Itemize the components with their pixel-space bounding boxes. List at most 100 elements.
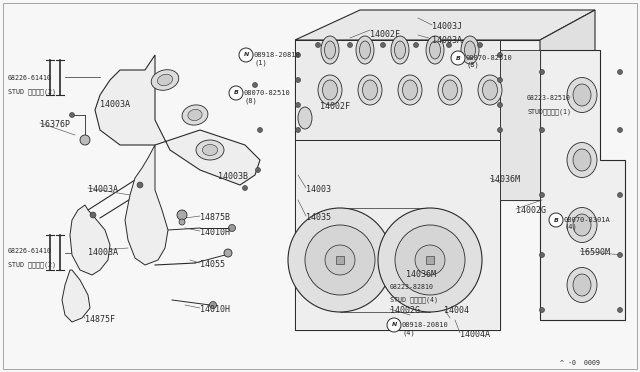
Text: 14003A: 14003A [88, 185, 118, 194]
Text: 0B070-8301A
(4): 0B070-8301A (4) [564, 217, 611, 231]
Circle shape [618, 70, 623, 74]
Text: STUD スタッド(4): STUD スタッド(4) [390, 296, 438, 302]
Text: N: N [243, 52, 248, 58]
Text: 14055: 14055 [200, 260, 225, 269]
Circle shape [413, 42, 419, 48]
Text: 08070-82510
(8): 08070-82510 (8) [244, 90, 291, 103]
Circle shape [296, 128, 301, 132]
Circle shape [90, 212, 96, 218]
Polygon shape [70, 205, 110, 275]
Text: STUD スタッド(2): STUD スタッド(2) [8, 261, 56, 267]
Circle shape [387, 318, 401, 332]
Ellipse shape [157, 74, 173, 86]
Text: 08226-61410: 08226-61410 [8, 75, 52, 81]
Circle shape [618, 128, 623, 132]
Circle shape [228, 224, 236, 231]
Circle shape [618, 192, 623, 198]
Ellipse shape [483, 80, 497, 100]
Text: 14035: 14035 [306, 213, 331, 222]
Text: 14002G: 14002G [390, 306, 420, 315]
Polygon shape [295, 10, 595, 40]
Ellipse shape [426, 36, 444, 64]
Ellipse shape [360, 41, 371, 59]
Ellipse shape [182, 105, 208, 125]
Circle shape [224, 249, 232, 257]
Ellipse shape [398, 75, 422, 105]
Circle shape [255, 167, 260, 173]
Ellipse shape [196, 140, 224, 160]
Text: B: B [456, 55, 460, 61]
Circle shape [477, 42, 483, 48]
Text: 16590M: 16590M [580, 248, 610, 257]
Polygon shape [295, 140, 500, 330]
Text: 14003B: 14003B [218, 172, 248, 181]
Text: 08918-20810
(4): 08918-20810 (4) [402, 322, 449, 336]
Bar [336, 256, 344, 264]
Ellipse shape [358, 75, 382, 105]
Circle shape [381, 42, 385, 48]
Circle shape [177, 210, 187, 220]
Circle shape [415, 245, 445, 275]
Text: 14003J: 14003J [432, 22, 462, 31]
Ellipse shape [321, 36, 339, 64]
Text: B: B [234, 90, 238, 96]
Circle shape [497, 52, 502, 58]
Circle shape [243, 186, 248, 190]
Ellipse shape [318, 75, 342, 105]
Ellipse shape [438, 75, 462, 105]
Text: 14003: 14003 [306, 185, 331, 194]
Text: 14036M: 14036M [490, 175, 520, 184]
Circle shape [209, 301, 216, 308]
Ellipse shape [324, 41, 335, 59]
Circle shape [288, 208, 392, 312]
Ellipse shape [442, 80, 458, 100]
Ellipse shape [465, 41, 476, 59]
Polygon shape [500, 50, 540, 200]
Text: 08918-20810
(1): 08918-20810 (1) [254, 52, 301, 65]
Ellipse shape [298, 107, 312, 129]
Text: ^ ·0  0009: ^ ·0 0009 [560, 360, 600, 366]
Circle shape [348, 42, 353, 48]
Ellipse shape [323, 80, 337, 100]
Ellipse shape [567, 267, 597, 302]
Ellipse shape [202, 144, 218, 155]
Text: 14010H: 14010H [200, 305, 230, 314]
Text: STUD スタッド(2): STUD スタッド(2) [8, 88, 56, 94]
Circle shape [70, 112, 74, 118]
Text: 14002F: 14002F [370, 30, 400, 39]
Polygon shape [295, 40, 500, 140]
Text: 14002F: 14002F [320, 102, 350, 111]
Circle shape [540, 253, 545, 257]
Text: 14002G: 14002G [516, 206, 546, 215]
Circle shape [447, 42, 451, 48]
Polygon shape [540, 50, 625, 320]
Text: 14003A: 14003A [88, 248, 118, 257]
Text: B: B [554, 218, 558, 222]
Ellipse shape [403, 80, 417, 100]
Ellipse shape [461, 36, 479, 64]
Bar [426, 256, 434, 264]
Text: 08223-82510: 08223-82510 [527, 95, 571, 101]
Text: 14004A: 14004A [460, 330, 490, 339]
Circle shape [80, 135, 90, 145]
Ellipse shape [573, 214, 591, 236]
Circle shape [497, 77, 502, 83]
Circle shape [316, 42, 321, 48]
Ellipse shape [573, 149, 591, 171]
Text: STUDスタッド(1): STUDスタッド(1) [527, 108, 571, 115]
Circle shape [540, 70, 545, 74]
Ellipse shape [391, 36, 409, 64]
Ellipse shape [362, 80, 378, 100]
Circle shape [179, 219, 185, 225]
Polygon shape [125, 145, 168, 265]
Ellipse shape [356, 36, 374, 64]
Ellipse shape [478, 75, 502, 105]
Circle shape [549, 213, 563, 227]
Text: 08223-82810: 08223-82810 [390, 284, 434, 290]
Text: 14003A: 14003A [432, 36, 462, 45]
Ellipse shape [567, 208, 597, 243]
Text: 16376P: 16376P [40, 120, 70, 129]
Ellipse shape [429, 41, 440, 59]
Text: 08070-82510
(8): 08070-82510 (8) [466, 55, 513, 68]
Circle shape [378, 208, 482, 312]
